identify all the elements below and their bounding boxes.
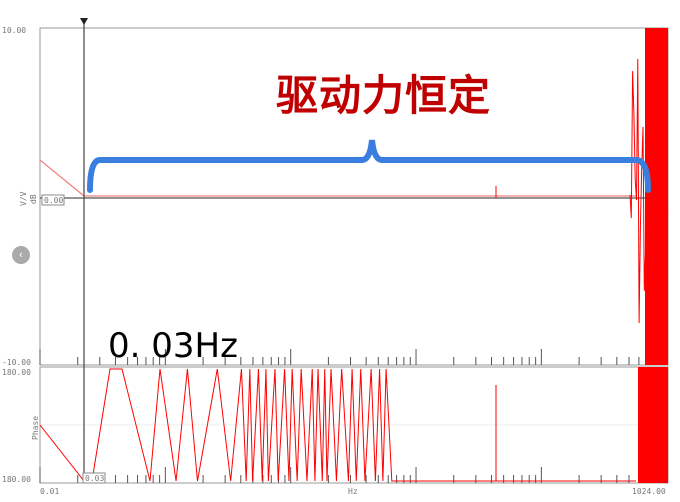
cursor-mag-box [41, 194, 65, 206]
y-top-label: 10.00 [2, 26, 26, 35]
y-bottom-label: -10.00 [2, 358, 31, 367]
x-right-label: 1024.00 [632, 487, 666, 496]
phase-dense-region [638, 367, 668, 483]
frequency-annotation: 0. 03Hz [108, 326, 238, 366]
x-mid-label: Hz [348, 487, 358, 496]
magnitude-trace [39, 159, 636, 197]
magnitude-oscillation [629, 49, 669, 354]
phase-trace [39, 368, 636, 482]
traces [39, 28, 669, 483]
y-unit2-label: dB [29, 194, 38, 204]
cursor-freq-box [82, 472, 106, 484]
phase-axis-label: Phase [31, 416, 40, 440]
bracket-annotation [87, 139, 651, 193]
phase-bottom-label: 180.00 [2, 475, 31, 484]
x-left-label: 0.01 [40, 487, 59, 496]
magnitude-dense-region [645, 28, 668, 365]
cursor-mag-label: 0.00 [44, 196, 63, 205]
y-unit-label: V/V [19, 191, 28, 206]
phase-top-label: 180.00 [2, 368, 31, 377]
constant-drive-annotation: 驱动力恒定 [276, 71, 492, 120]
cursor-marker-icon[interactable] [80, 18, 88, 25]
chevron-left-icon[interactable]: ‹ [12, 246, 30, 264]
cursor-freq-label: 0.03 [85, 474, 104, 483]
